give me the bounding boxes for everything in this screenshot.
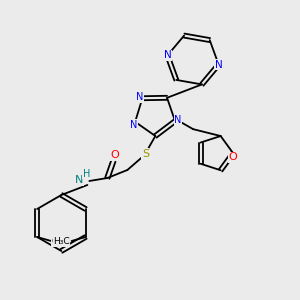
Text: N: N: [164, 50, 171, 61]
Text: CH₃: CH₃: [52, 238, 68, 247]
Text: N: N: [215, 59, 223, 70]
Text: N: N: [136, 92, 143, 102]
Text: N: N: [130, 120, 138, 130]
Text: S: S: [142, 149, 149, 159]
Text: H: H: [83, 169, 90, 179]
Text: H₃C: H₃C: [53, 238, 70, 247]
Text: O: O: [229, 152, 238, 162]
Text: N: N: [174, 115, 182, 125]
Text: N: N: [75, 175, 84, 185]
Text: O: O: [110, 150, 119, 160]
